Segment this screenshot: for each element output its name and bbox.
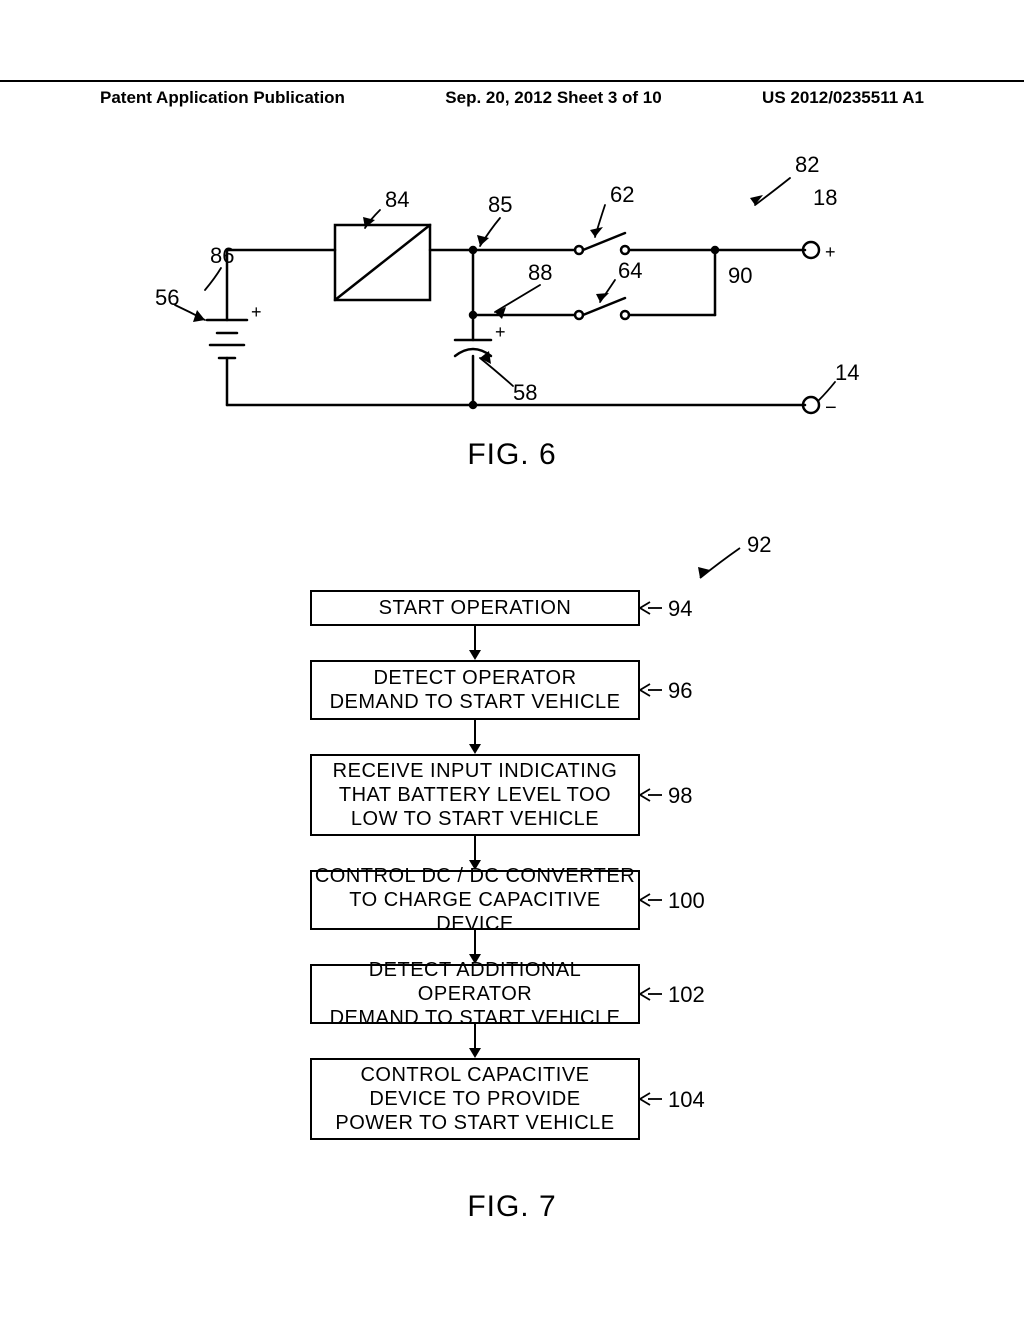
ref-84: 84 [385, 187, 409, 212]
cap-plus: + [495, 322, 506, 342]
ref-94: 94 [668, 596, 692, 622]
ref-90: 90 [728, 263, 752, 288]
figure-6-label: FIG. 6 [0, 438, 1024, 472]
battery-plus: + [251, 302, 262, 322]
ref-104: 104 [668, 1087, 705, 1113]
flow-step-102: DETECT ADDITIONAL OPERATORDEMAND TO STAR… [310, 964, 640, 1024]
page-header: Patent Application Publication Sep. 20, … [0, 80, 1024, 108]
flow-step-96: DETECT OPERATORDEMAND TO START VEHICLE [310, 660, 640, 720]
ref-96: 96 [668, 678, 692, 704]
ref-14: 14 [835, 360, 859, 385]
header-right: US 2012/0235511 A1 [762, 88, 924, 108]
flow-step-94: START OPERATION [310, 590, 640, 626]
ref-92: 92 [747, 532, 771, 558]
ref-102: 102 [668, 982, 705, 1008]
ref-62: 62 [610, 182, 634, 207]
ref-82: 82 [795, 152, 819, 177]
ref-56: 56 [155, 285, 179, 310]
flow-step-100: CONTROL DC / DC CONVERTERTO CHARGE CAPAC… [310, 870, 640, 930]
ref-85: 85 [488, 192, 512, 217]
header-mid: Sep. 20, 2012 Sheet 3 of 10 [445, 88, 661, 108]
ref-58: 58 [513, 380, 537, 405]
term-minus: − [825, 397, 837, 419]
figure-7-flowchart: 92START OPERATION94DETECT OPERATORDEMAND… [250, 540, 810, 1170]
term-plus: + [825, 242, 836, 262]
header-left: Patent Application Publication [100, 88, 345, 108]
ref-86: 86 [210, 243, 234, 268]
ref-100: 100 [668, 888, 705, 914]
figure-6-circuit: 82 85 62 18 86 84 56 88 64 90 58 14 + + … [155, 150, 875, 450]
figure-7-label: FIG. 7 [0, 1190, 1024, 1224]
ref-98: 98 [668, 783, 692, 809]
flow-step-98: RECEIVE INPUT INDICATINGTHAT BATTERY LEV… [310, 754, 640, 836]
ref-64: 64 [618, 258, 642, 283]
ref-88: 88 [528, 260, 552, 285]
ref-18: 18 [813, 185, 837, 210]
flow-step-104: CONTROL CAPACITIVEDEVICE TO PROVIDEPOWER… [310, 1058, 640, 1140]
